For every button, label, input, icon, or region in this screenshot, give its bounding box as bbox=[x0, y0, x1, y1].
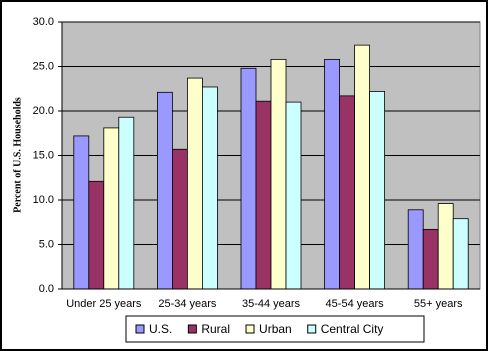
bar bbox=[452, 218, 469, 290]
legend-label: Rural bbox=[201, 322, 230, 336]
bar bbox=[354, 44, 371, 290]
bar bbox=[186, 77, 203, 290]
bar bbox=[270, 58, 287, 290]
legend-label: Central City bbox=[321, 322, 384, 336]
bar bbox=[201, 86, 218, 290]
y-tick-label: 30.0 bbox=[33, 16, 54, 28]
y-tick-label: 15.0 bbox=[33, 149, 54, 161]
x-tick-label: 55+ years bbox=[414, 298, 463, 310]
bar bbox=[240, 67, 257, 290]
bar bbox=[324, 58, 341, 290]
x-tick-label: 45-54 years bbox=[326, 298, 385, 310]
bar bbox=[339, 95, 356, 290]
y-axis-label: Percent of U.S. Households bbox=[12, 97, 23, 213]
bar bbox=[118, 116, 135, 290]
legend-swatch bbox=[187, 324, 197, 334]
bar bbox=[88, 180, 105, 290]
legend-label: Urban bbox=[259, 322, 292, 336]
y-tick-label: 10.0 bbox=[33, 194, 54, 206]
legend bbox=[125, 315, 425, 343]
legend-swatch bbox=[245, 324, 255, 334]
bar bbox=[422, 228, 439, 290]
bar bbox=[73, 135, 90, 290]
x-tick-label: 35-44 years bbox=[242, 298, 301, 310]
y-tick-label: 5.0 bbox=[39, 238, 54, 250]
bar bbox=[255, 100, 272, 290]
y-tick-label: 20.0 bbox=[33, 105, 54, 117]
bar bbox=[285, 101, 302, 290]
bar bbox=[407, 209, 424, 290]
bar bbox=[171, 148, 188, 290]
bar bbox=[103, 127, 120, 290]
bar bbox=[369, 91, 386, 290]
bar bbox=[437, 203, 454, 290]
legend-swatch bbox=[135, 324, 145, 334]
bar bbox=[156, 91, 173, 290]
y-tick-label: 0.0 bbox=[39, 283, 54, 295]
y-tick-label: 25.0 bbox=[33, 60, 54, 72]
legend-label: U.S. bbox=[149, 322, 172, 336]
legend-swatch bbox=[307, 324, 317, 334]
x-tick-label: 25-34 years bbox=[158, 298, 217, 310]
x-tick-label: Under 25 years bbox=[66, 298, 142, 310]
